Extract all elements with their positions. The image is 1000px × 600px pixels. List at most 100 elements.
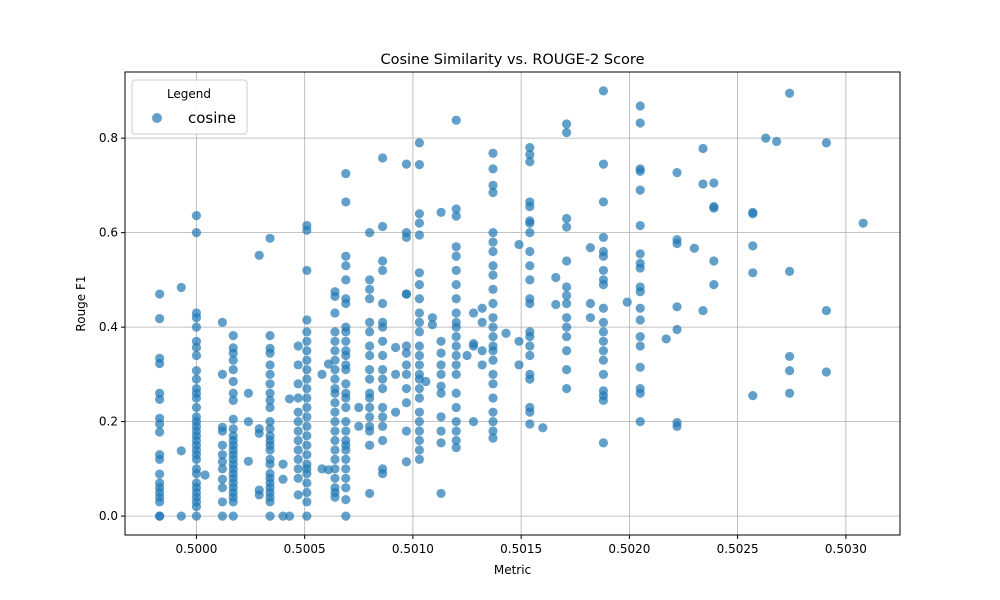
scatter-point: [265, 395, 275, 405]
scatter-point: [488, 284, 498, 294]
scatter-point: [378, 350, 388, 361]
scatter-point: [341, 483, 351, 493]
grid-lines: [125, 72, 900, 535]
y-tick-label: 0.0: [99, 509, 118, 523]
scatter-point: [293, 473, 303, 483]
scatter-point: [378, 322, 388, 332]
scatter-point: [451, 322, 461, 332]
scatter-point: [598, 317, 609, 327]
scatter-point: [302, 336, 312, 346]
scatter-point: [341, 168, 351, 179]
scatter-point: [525, 374, 535, 384]
scatter-point: [378, 221, 388, 232]
scatter-point: [401, 341, 412, 351]
scatter-point: [698, 143, 708, 154]
scatter-point: [155, 511, 165, 521]
scatter-point: [525, 228, 535, 238]
scatter-point: [302, 346, 312, 356]
scatter-point: [784, 351, 795, 362]
scatter-point: [401, 383, 412, 394]
scatter-point: [341, 327, 351, 337]
scatter-point: [414, 138, 425, 148]
scatter-point: [265, 348, 275, 358]
scatter-point: [228, 414, 238, 424]
scatter-point: [709, 280, 719, 290]
y-tick-label: 0.2: [99, 415, 118, 429]
scatter-point: [748, 391, 758, 401]
legend-label: cosine: [188, 109, 236, 127]
scatter-point: [635, 362, 645, 372]
scatter-point: [451, 402, 461, 413]
scatter-point: [414, 445, 425, 455]
scatter-point: [672, 238, 682, 249]
scatter-point: [784, 88, 795, 98]
legend: Legend cosine: [131, 79, 248, 135]
scatter-point: [488, 228, 498, 238]
scatter-point: [784, 365, 795, 376]
y-tick-label: 0.6: [99, 226, 118, 240]
scatter-point: [748, 268, 758, 278]
scatter-point: [302, 412, 312, 422]
scatter-point: [330, 327, 340, 337]
scatter-point: [488, 346, 498, 356]
scatter-point: [748, 209, 758, 219]
scatter-point: [191, 454, 202, 465]
scatter-point: [414, 360, 425, 370]
scatter-point: [635, 166, 645, 176]
scatter-point: [436, 348, 446, 358]
x-tick-label: 0.5005: [284, 542, 326, 556]
scatter-point: [317, 369, 327, 379]
scatter-point: [414, 417, 425, 427]
scatter-point: [341, 197, 351, 207]
scatter-point: [451, 369, 461, 379]
scatter-point: [436, 369, 446, 379]
scatter-point: [562, 313, 572, 323]
scatter-point: [598, 265, 609, 276]
scatter-point: [598, 251, 609, 261]
scatter-point: [341, 473, 351, 483]
scatter-point: [477, 303, 487, 313]
scatter-point: [598, 336, 609, 346]
scatter-point: [414, 350, 425, 361]
scatter-point: [155, 427, 165, 437]
scatter-point: [538, 423, 548, 433]
scatter-point: [284, 394, 295, 404]
scatter-point: [265, 511, 275, 521]
scatter-point: [391, 407, 401, 417]
scatter-point: [501, 328, 511, 338]
scatter-point: [265, 445, 275, 455]
scatter-point: [278, 459, 288, 469]
scatter-point: [436, 412, 446, 422]
scatter-point: [525, 407, 535, 417]
scatter-point: [330, 417, 340, 427]
scatter-point: [488, 331, 498, 342]
scatter-point: [217, 426, 228, 436]
scatter-point: [330, 473, 340, 483]
scatter-point: [302, 265, 312, 276]
scatter-point: [302, 431, 312, 441]
scatter-point: [436, 438, 446, 448]
scatter-point: [365, 488, 375, 499]
scatter-point: [488, 148, 498, 158]
scatter-point: [451, 280, 461, 290]
scatter-point: [709, 256, 719, 266]
scatter-point: [598, 303, 609, 313]
scatter-point: [391, 342, 401, 353]
scatter-point: [562, 119, 572, 129]
scatter-point: [378, 383, 388, 394]
scatter-point: [228, 395, 238, 405]
scatter-point: [330, 398, 340, 408]
scatter-point: [217, 497, 228, 507]
scatter-point: [514, 239, 524, 250]
scatter-point: [293, 341, 303, 351]
scatter-point: [401, 426, 412, 436]
scatter-point: [228, 376, 238, 387]
scatter-point: [330, 365, 340, 375]
scatter-point: [488, 426, 498, 436]
scatter-point: [525, 275, 535, 285]
chart-title: Cosine Similarity vs. ROUGE-2 Score: [381, 52, 645, 68]
scatter-point: [488, 313, 498, 323]
scatter-point: [635, 185, 645, 195]
scatter-point: [414, 383, 425, 394]
scatter-point: [302, 497, 312, 507]
